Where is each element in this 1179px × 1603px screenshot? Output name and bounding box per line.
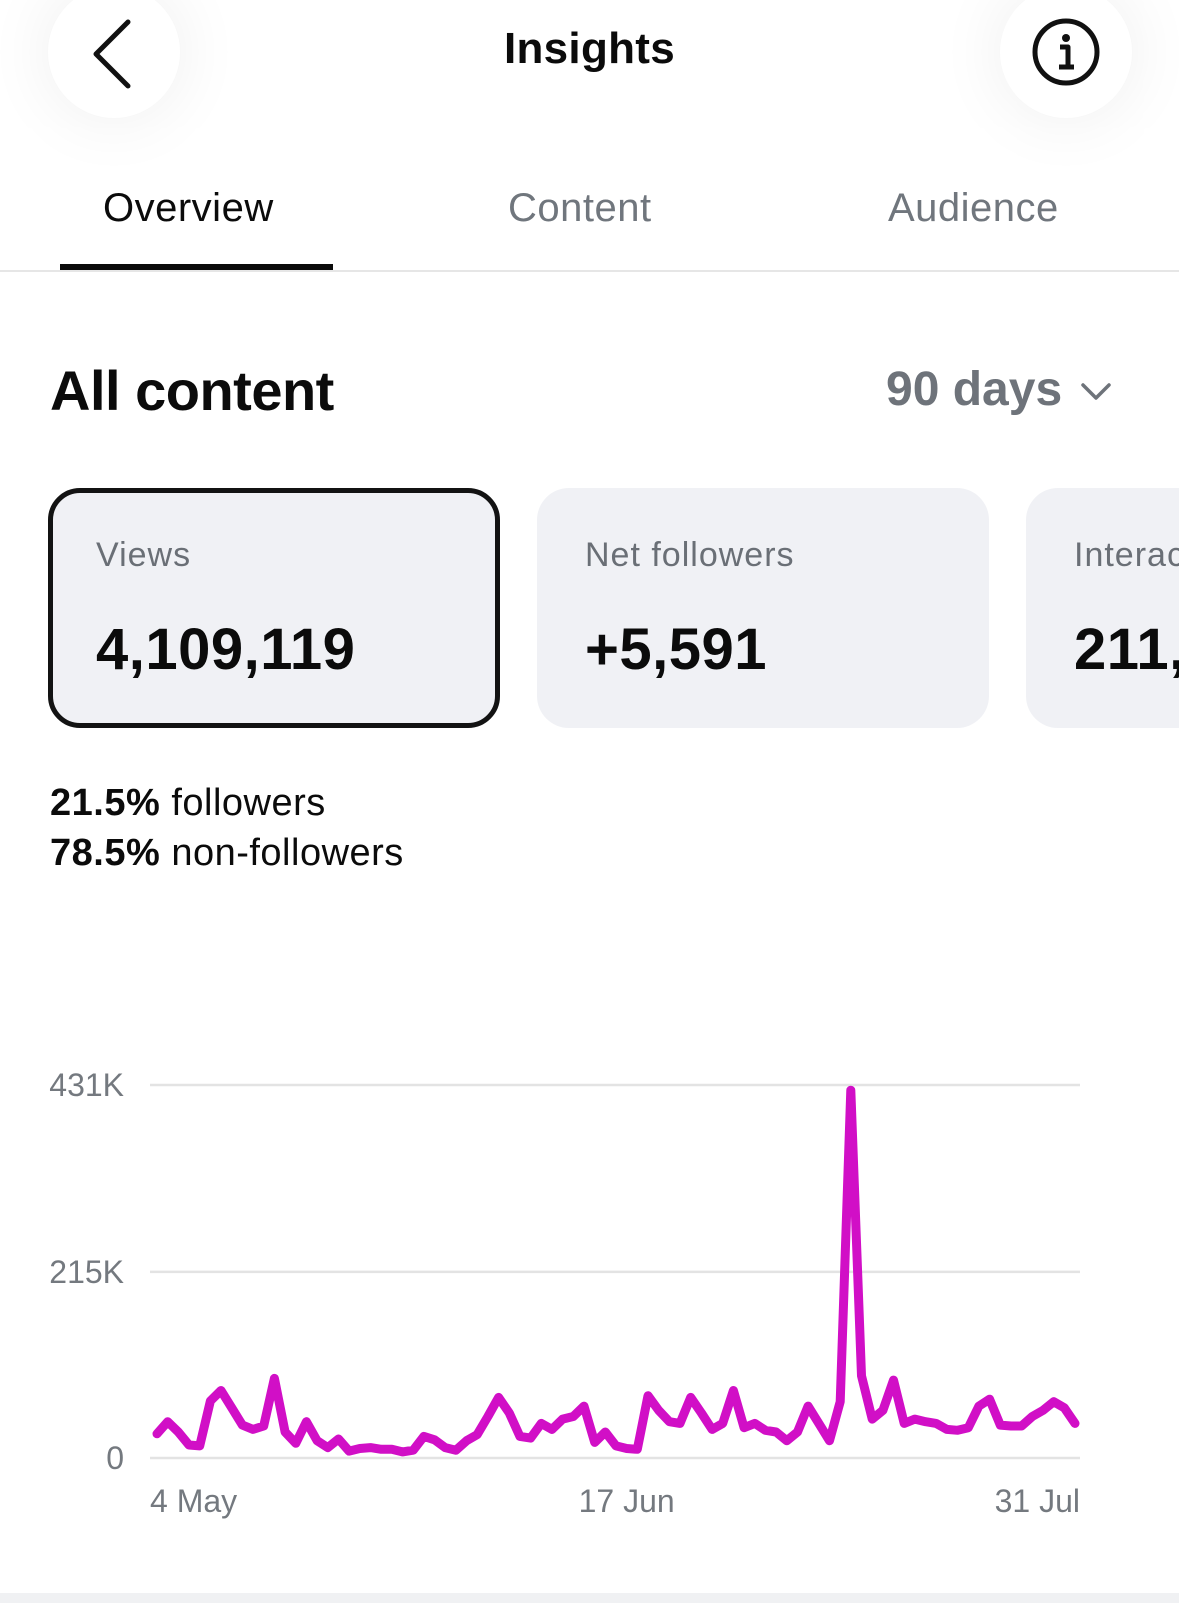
metric-card-value: 211, [1074, 617, 1179, 682]
views-series-line [152, 1085, 1080, 1457]
tab-audience[interactable]: Audience [888, 186, 1059, 230]
metric-card-value: +5,591 [585, 617, 768, 682]
metric-card-label: Net followers [585, 536, 795, 574]
followers-percent: 21.5% [50, 782, 161, 824]
metric-card-views[interactable]: Views 4,109,119 [48, 488, 500, 728]
y-tick-label: 431K [49, 1067, 124, 1103]
non-followers-percent: 78.5% [50, 832, 161, 874]
y-tick-label: 0 [106, 1440, 124, 1476]
x-tick-label: 4 May [150, 1483, 237, 1519]
section-title: All content [50, 359, 334, 422]
followers-share: 21.5% followers [50, 778, 404, 828]
chevron-down-icon [1081, 382, 1111, 400]
chevron-left-icon [93, 19, 131, 89]
info-circle-icon [1032, 18, 1100, 86]
date-range-label: 90 days [886, 363, 1063, 416]
metric-cards: Views 4,109,119 Net followers +5,591 Int… [0, 488, 1179, 728]
header: Insights [0, 0, 1179, 150]
tab-overview[interactable]: Overview [103, 186, 274, 230]
x-tick-label: 17 Jun [579, 1483, 675, 1519]
views-line-chart: 431K 215K 0 4 May 17 Jun 31 Jul [49, 1067, 1080, 1519]
metric-card-value: 4,109,119 [96, 617, 356, 682]
chart-series [152, 1085, 1080, 1457]
chart-gridlines [150, 1083, 1080, 1460]
x-tick-label: 31 Jul [995, 1483, 1080, 1519]
audience-split: 21.5% followers 78.5% non-followers [50, 778, 404, 878]
followers-label: followers [171, 782, 326, 824]
bottom-divider [0, 1593, 1179, 1603]
y-tick-label: 215K [49, 1254, 124, 1290]
metric-card-interactions[interactable]: Interactions 211, [1026, 488, 1179, 728]
metric-card-label: Views [96, 536, 192, 574]
tab-bar: Overview Content Audience [0, 170, 1179, 272]
tab-content[interactable]: Content [508, 186, 652, 230]
back-button[interactable] [48, 0, 180, 118]
page-title: Insights [503, 24, 676, 73]
non-followers-label: non-followers [171, 832, 404, 874]
non-followers-share: 78.5% non-followers [50, 828, 404, 878]
metric-card-net-followers[interactable]: Net followers +5,591 [537, 488, 989, 728]
date-range-dropdown[interactable]: 90 days [886, 362, 1112, 417]
active-tab-indicator [60, 264, 333, 270]
chart-x-axis: 4 May 17 Jun 31 Jul [150, 1483, 1080, 1519]
metric-card-label: Interactions [1074, 536, 1179, 574]
chart-y-axis: 431K 215K 0 [49, 1067, 124, 1476]
info-button[interactable] [1000, 0, 1132, 118]
